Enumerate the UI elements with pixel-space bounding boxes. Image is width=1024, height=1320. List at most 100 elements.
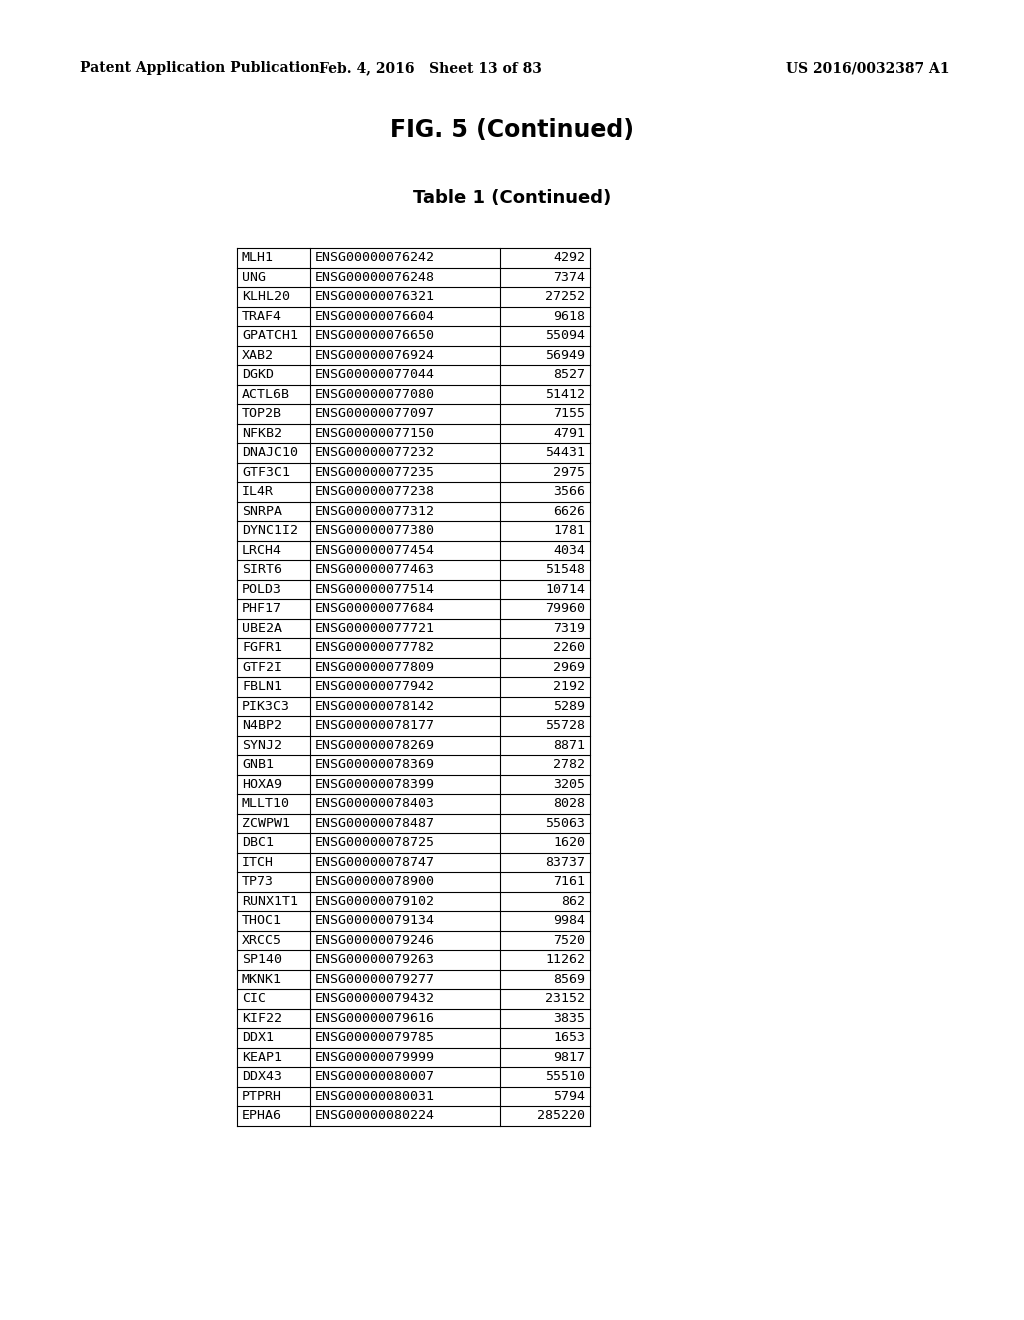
Text: KIF22: KIF22 (242, 1011, 282, 1024)
Text: 4791: 4791 (553, 426, 585, 440)
Text: 55510: 55510 (545, 1071, 585, 1084)
Text: 56949: 56949 (545, 348, 585, 362)
Text: ENSG00000077809: ENSG00000077809 (315, 661, 435, 673)
Text: ITCH: ITCH (242, 855, 274, 869)
Text: ENSG00000078269: ENSG00000078269 (315, 739, 435, 752)
Text: ZCWPW1: ZCWPW1 (242, 817, 290, 830)
Text: 7520: 7520 (553, 933, 585, 946)
Text: ENSG00000077312: ENSG00000077312 (315, 504, 435, 517)
Text: ENSG00000077150: ENSG00000077150 (315, 426, 435, 440)
Text: GPATCH1: GPATCH1 (242, 329, 298, 342)
Text: ENSG00000078725: ENSG00000078725 (315, 837, 435, 849)
Text: Patent Application Publication: Patent Application Publication (80, 61, 319, 75)
Text: MLLT10: MLLT10 (242, 797, 290, 810)
Text: 4034: 4034 (553, 544, 585, 557)
Text: THOC1: THOC1 (242, 915, 282, 927)
Text: ENSG00000076924: ENSG00000076924 (315, 348, 435, 362)
Text: ENSG00000077514: ENSG00000077514 (315, 582, 435, 595)
Text: TOP2B: TOP2B (242, 408, 282, 420)
Text: FIG. 5 (Continued): FIG. 5 (Continued) (390, 117, 634, 143)
Text: 3835: 3835 (553, 1011, 585, 1024)
Text: SIRT6: SIRT6 (242, 564, 282, 577)
Text: 6626: 6626 (553, 504, 585, 517)
Text: TP73: TP73 (242, 875, 274, 888)
Text: ENSG00000079277: ENSG00000079277 (315, 973, 435, 986)
Text: ENSG00000077080: ENSG00000077080 (315, 388, 435, 401)
Text: CIC: CIC (242, 993, 266, 1006)
Text: 2260: 2260 (553, 642, 585, 655)
Text: ENSG00000079999: ENSG00000079999 (315, 1051, 435, 1064)
Text: IL4R: IL4R (242, 486, 274, 498)
Text: 4292: 4292 (553, 251, 585, 264)
Text: ENSG00000077684: ENSG00000077684 (315, 602, 435, 615)
Text: LRCH4: LRCH4 (242, 544, 282, 557)
Text: N4BP2: N4BP2 (242, 719, 282, 733)
Text: ENSG00000079785: ENSG00000079785 (315, 1031, 435, 1044)
Text: 1653: 1653 (553, 1031, 585, 1044)
Text: 862: 862 (561, 895, 585, 908)
Text: 83737: 83737 (545, 855, 585, 869)
Text: 5794: 5794 (553, 1090, 585, 1102)
Text: ENSG00000078177: ENSG00000078177 (315, 719, 435, 733)
Text: 5289: 5289 (553, 700, 585, 713)
Text: GTF2I: GTF2I (242, 661, 282, 673)
Text: 7161: 7161 (553, 875, 585, 888)
Text: DGKD: DGKD (242, 368, 274, 381)
Text: ENSG00000077232: ENSG00000077232 (315, 446, 435, 459)
Text: 10714: 10714 (545, 582, 585, 595)
Text: ENSG00000079263: ENSG00000079263 (315, 953, 435, 966)
Text: US 2016/0032387 A1: US 2016/0032387 A1 (786, 61, 950, 75)
Text: ENSG00000080031: ENSG00000080031 (315, 1090, 435, 1102)
Text: XRCC5: XRCC5 (242, 933, 282, 946)
Text: DBC1: DBC1 (242, 837, 274, 849)
Text: 2782: 2782 (553, 758, 585, 771)
Text: EPHA6: EPHA6 (242, 1109, 282, 1122)
Text: Table 1 (Continued): Table 1 (Continued) (413, 189, 611, 207)
Text: 54431: 54431 (545, 446, 585, 459)
Text: ENSG00000077044: ENSG00000077044 (315, 368, 435, 381)
Text: ENSG00000079246: ENSG00000079246 (315, 933, 435, 946)
Text: 27252: 27252 (545, 290, 585, 304)
Text: FBLN1: FBLN1 (242, 680, 282, 693)
Text: 9618: 9618 (553, 310, 585, 323)
Text: POLD3: POLD3 (242, 582, 282, 595)
Text: 7155: 7155 (553, 408, 585, 420)
Text: ENSG00000077942: ENSG00000077942 (315, 680, 435, 693)
Text: KEAP1: KEAP1 (242, 1051, 282, 1064)
Text: 1781: 1781 (553, 524, 585, 537)
Text: ENSG00000077238: ENSG00000077238 (315, 486, 435, 498)
Text: ENSG00000077454: ENSG00000077454 (315, 544, 435, 557)
Text: ENSG00000076242: ENSG00000076242 (315, 251, 435, 264)
Text: 23152: 23152 (545, 993, 585, 1006)
Text: DYNC1I2: DYNC1I2 (242, 524, 298, 537)
Text: ENSG00000078142: ENSG00000078142 (315, 700, 435, 713)
Text: ENSG00000080224: ENSG00000080224 (315, 1109, 435, 1122)
Text: 55728: 55728 (545, 719, 585, 733)
Text: MLH1: MLH1 (242, 251, 274, 264)
Text: ENSG00000078747: ENSG00000078747 (315, 855, 435, 869)
Text: NFKB2: NFKB2 (242, 426, 282, 440)
Text: ENSG00000077235: ENSG00000077235 (315, 466, 435, 479)
Text: SP140: SP140 (242, 953, 282, 966)
Text: 7319: 7319 (553, 622, 585, 635)
Text: TRAF4: TRAF4 (242, 310, 282, 323)
Text: 8871: 8871 (553, 739, 585, 752)
Text: 2969: 2969 (553, 661, 585, 673)
Text: Feb. 4, 2016   Sheet 13 of 83: Feb. 4, 2016 Sheet 13 of 83 (318, 61, 542, 75)
Text: 8028: 8028 (553, 797, 585, 810)
Text: 8527: 8527 (553, 368, 585, 381)
Text: UBE2A: UBE2A (242, 622, 282, 635)
Text: ENSG00000076248: ENSG00000076248 (315, 271, 435, 284)
Text: ENSG00000080007: ENSG00000080007 (315, 1071, 435, 1084)
Text: ENSG00000076321: ENSG00000076321 (315, 290, 435, 304)
Text: 3566: 3566 (553, 486, 585, 498)
Text: ENSG00000077782: ENSG00000077782 (315, 642, 435, 655)
Text: 8569: 8569 (553, 973, 585, 986)
Text: ENSG00000077097: ENSG00000077097 (315, 408, 435, 420)
Text: PHF17: PHF17 (242, 602, 282, 615)
Text: 7374: 7374 (553, 271, 585, 284)
Text: 2975: 2975 (553, 466, 585, 479)
Text: ENSG00000078399: ENSG00000078399 (315, 777, 435, 791)
Text: 285220: 285220 (537, 1109, 585, 1122)
Text: DNAJC10: DNAJC10 (242, 446, 298, 459)
